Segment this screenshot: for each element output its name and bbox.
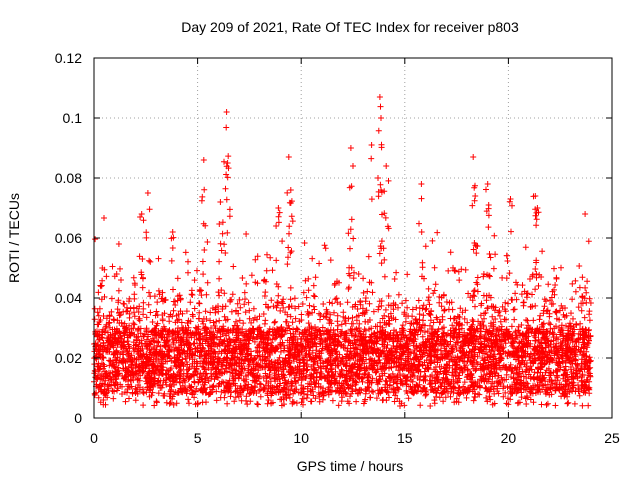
y-tick-label: 0.08 (55, 170, 82, 186)
x-tick-label: 0 (90, 430, 98, 446)
point-cluster (215, 241, 242, 407)
x-tick-label: 25 (604, 430, 620, 446)
peak-point (96, 265, 108, 312)
x-tick-label: 10 (293, 430, 309, 446)
y-tick-label: 0.12 (55, 50, 82, 66)
x-tick-label: 15 (397, 430, 413, 446)
point-cluster (360, 238, 387, 407)
peak-point (347, 163, 357, 282)
peak-point (216, 199, 226, 299)
point-cluster (111, 265, 139, 405)
point-cluster (256, 251, 284, 407)
point-cluster (464, 243, 491, 405)
x-tick-label: 20 (501, 430, 517, 446)
point-cluster (277, 238, 304, 409)
peak-point (113, 241, 124, 313)
point-cluster (298, 240, 325, 408)
y-tick-label: 0.06 (55, 230, 82, 246)
peak-point (286, 187, 296, 256)
peak-point (222, 160, 233, 220)
point-cluster (422, 229, 450, 409)
peak-point (506, 196, 515, 303)
y-axis-label: ROTI / TECUs (6, 193, 22, 283)
point-cluster (381, 269, 408, 409)
peak-point (198, 157, 209, 265)
y-tick-label: 0.1 (63, 110, 83, 126)
point-cluster (194, 239, 222, 407)
data-points (91, 94, 594, 409)
peak-point (469, 193, 481, 304)
peak-point (579, 211, 591, 306)
peak-point (469, 154, 479, 253)
point-cluster (319, 242, 346, 409)
point-cluster (91, 215, 118, 408)
point-cluster (526, 248, 553, 408)
peak-point (416, 181, 426, 271)
y-tick-label: 0 (74, 410, 82, 426)
chart-title: Day 209 of 2021, Rate Of TEC Index for r… (181, 19, 519, 35)
x-axis-label: GPS time / hours (297, 458, 404, 474)
y-tick-label: 0.04 (55, 290, 82, 306)
point-cluster (443, 249, 470, 406)
point-cluster (236, 231, 263, 408)
axis-ticks: 0 5 10 15 20 25 0 0.02 0.04 0.06 0.08 0.1 0.12 (55, 50, 620, 446)
peak-point (221, 109, 232, 236)
point-cluster (173, 249, 201, 408)
point-cluster (339, 245, 367, 407)
point-cluster (567, 238, 594, 409)
peak-point (529, 193, 540, 278)
y-tick-label: 0.02 (55, 350, 82, 366)
peak-point (375, 115, 387, 257)
peak-point (381, 163, 392, 263)
peak-point (533, 205, 542, 281)
point-cluster (401, 271, 429, 409)
peak-point (484, 202, 494, 278)
peak-point (136, 211, 147, 291)
point-cluster (546, 264, 574, 409)
point-cluster (484, 232, 512, 408)
peak-point (366, 142, 375, 286)
peak-point (168, 229, 179, 308)
peak-point (483, 181, 493, 299)
x-tick-label: 5 (194, 430, 202, 446)
peak-point (273, 205, 283, 306)
point-cluster (505, 244, 532, 407)
peak-point (143, 190, 154, 296)
point-cluster (132, 256, 160, 409)
